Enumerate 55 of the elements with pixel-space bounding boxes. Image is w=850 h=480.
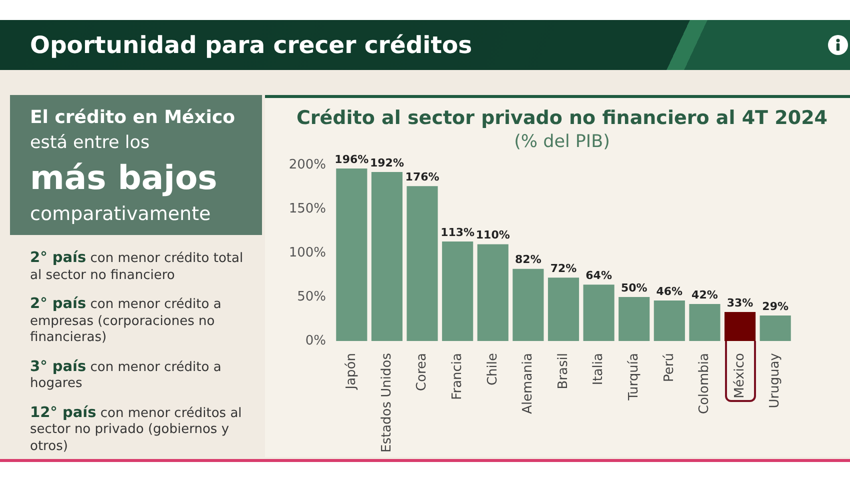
text: Oportunidad para crecer créditos <box>30 30 472 60</box>
y-tick-label: 50% <box>297 289 326 304</box>
bar <box>618 297 650 341</box>
data-label: 64% <box>586 269 612 282</box>
y-tick-label: 0% <box>305 333 326 348</box>
data-label: 176% <box>405 170 440 184</box>
y-tick-label: 200% <box>288 157 326 172</box>
x-tick-label: Brasil <box>556 353 571 390</box>
data-label: 72% <box>550 262 577 275</box>
bar <box>512 268 544 341</box>
bar <box>406 186 438 341</box>
data-label: 46% <box>656 284 683 298</box>
data-label: 82% <box>515 253 542 266</box>
bar <box>548 278 580 341</box>
x-tick-label: Alemania <box>520 353 536 414</box>
bar <box>760 315 791 341</box>
bar <box>336 168 368 341</box>
x-tick-label: Colombia <box>697 353 712 414</box>
data-label: 110% <box>476 228 510 242</box>
data-label: 42% <box>692 288 718 302</box>
text: 2° país con menor crédito a empresas (corporaciones no financieras) <box>30 296 222 346</box>
x-tick-label: Uruguay <box>768 352 783 408</box>
chart-subtitle: (% del PIB) <box>513 131 611 153</box>
text: más bajos <box>30 157 218 199</box>
data-label: 192% <box>370 156 404 170</box>
x-tick-label: Japón <box>344 353 360 390</box>
x-tick-label: México <box>732 352 748 398</box>
x-tick-label: Perú <box>662 353 677 382</box>
x-tick-label: Estados Unidos <box>379 352 394 453</box>
text: comparativamente <box>30 202 212 227</box>
bar <box>477 244 508 341</box>
bar <box>442 242 474 341</box>
data-label: 50% <box>620 281 648 294</box>
text: 12° país con menor créditos al sector no privado (gobiernos y otros) <box>30 404 243 455</box>
text: está entre los <box>30 132 151 155</box>
text: El crédito en México <box>30 106 236 130</box>
data-label: 113% <box>440 226 475 239</box>
text: 2° país con menor crédito total al sector no financiero <box>30 250 244 284</box>
bar <box>724 312 756 341</box>
x-tick-label: Chile <box>485 353 500 386</box>
data-label: 29% <box>762 300 789 313</box>
bar <box>689 304 720 341</box>
x-tick-label: Italia <box>591 353 606 386</box>
y-tick-label: 100% <box>288 245 326 260</box>
chart-title: Crédito al sector privado no financiero al 4T 2024 <box>295 106 829 130</box>
bar <box>583 284 614 341</box>
data-label: 33% <box>726 296 754 310</box>
bar <box>371 172 402 341</box>
data-label: 196% <box>334 152 369 166</box>
bar <box>654 300 685 341</box>
text: 3° país con menor crédito a hogares <box>30 358 222 392</box>
y-tick-label: 150% <box>288 201 326 216</box>
x-tick-label: Francia <box>450 353 465 400</box>
x-tick-label: Corea <box>414 353 430 392</box>
x-tick-label: Turquía <box>626 353 642 402</box>
